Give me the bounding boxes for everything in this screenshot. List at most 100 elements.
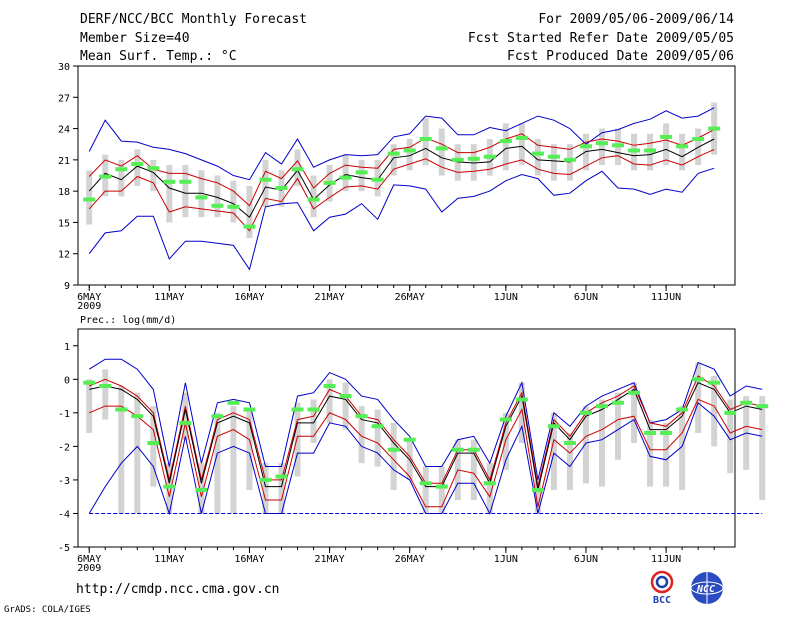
precip-x-tick-label: 6MAY (77, 554, 101, 565)
precip-y-tick-label: -4 (58, 509, 70, 520)
precip-ensemble-box (534, 479, 541, 514)
temperature-y-tick-label: 15 (58, 218, 70, 229)
precip-observed-marker (195, 487, 208, 492)
precip-ensemble-box (182, 392, 189, 440)
precip-x-tick-label: 26MAY (395, 554, 425, 565)
temperature-observed-marker (163, 179, 176, 184)
temperature-observed-marker (483, 154, 496, 159)
precip-ensemble-box (663, 422, 670, 487)
precip-observed-marker (291, 407, 304, 412)
produced-date: Fcst Produced Date 2009/05/06 (507, 49, 734, 64)
temperature-ensemble-box (454, 144, 461, 181)
temperature-ensemble-box (502, 123, 509, 171)
temperature-observed-marker (531, 151, 544, 156)
temperature-ensemble-box (438, 128, 445, 176)
precip-ensemble-box (150, 406, 157, 487)
precip-y-tick-label: 1 (64, 342, 70, 353)
temperature-observed-marker (676, 144, 689, 149)
precip-observed-marker (740, 400, 753, 405)
precip-ensemble-box (518, 382, 525, 444)
temperature-x-tick-label: 6MAY (77, 292, 101, 303)
precip-ensemble-box (727, 399, 734, 474)
forecast-period: For 2009/05/06-2009/06/14 (538, 12, 734, 27)
temperature-ensemble-box (310, 175, 317, 218)
temperature-ensemble-box (598, 128, 605, 166)
precip-ensemble-box (647, 419, 654, 487)
precip-ensemble-box (86, 379, 93, 433)
precip-y-tick-label: -5 (58, 543, 70, 554)
precip-ensemble-box (582, 406, 589, 484)
temperature-observed-marker (467, 156, 480, 161)
precip-ensemble-box (134, 392, 141, 514)
source-url[interactable]: http://cmdp.ncc.cma.gov.cn (76, 582, 280, 597)
precip-ensemble-box (566, 432, 573, 490)
precip-ensemble-box (438, 466, 445, 514)
temperature-frame (77, 65, 736, 286)
temperature-x-tick-label: 11MAY (154, 292, 184, 303)
precip-year-label: 2009 (77, 563, 101, 574)
temperature-ensemble-box (214, 175, 221, 218)
precip-observed-marker (563, 441, 576, 446)
temperature-ensemble-box (534, 139, 541, 176)
temperature-observed-marker (515, 135, 528, 140)
precip-ensemble-box (246, 409, 253, 490)
temperature-observed-marker (275, 186, 288, 191)
temperature-observed-marker (291, 167, 304, 172)
precip-observed-marker (435, 484, 448, 489)
temperature-observed-marker (451, 157, 464, 162)
temperature-observed-marker (419, 137, 432, 141)
precip-ensemble-box (278, 463, 285, 514)
precip-x-tick-label: 6JUN (574, 554, 598, 565)
temperature-x-tick-label: 21MAY (315, 292, 345, 303)
precip-series-mean (89, 382, 763, 491)
temperature-series-min (88, 167, 715, 271)
agency-logos: BCC NCC (650, 570, 724, 606)
precip-ensemble-box (486, 463, 493, 514)
precip-panel-title: Prec.: log(mm/d) (80, 315, 176, 326)
precip-ensemble-box (342, 382, 349, 430)
member-size: Member Size=40 (80, 31, 190, 46)
precip-observed-marker (227, 400, 240, 405)
temperature-x-tick-label: 1JUN (494, 292, 518, 303)
temperature-observed-marker (307, 197, 320, 202)
precip-ensemble-box (759, 396, 766, 501)
temperature-ensemble-box (262, 159, 269, 207)
temperature-observed-marker (371, 177, 384, 182)
temperature-observed-marker (387, 151, 400, 156)
temperature-y-tick-label: 21 (58, 156, 70, 167)
precip-observed-marker (259, 477, 272, 482)
temperature-observed-marker (612, 143, 625, 148)
temperature-series-max (88, 107, 715, 181)
temperature-observed-marker (339, 175, 352, 180)
temperature-observed-marker (211, 203, 224, 208)
precip-observed-marker (628, 390, 641, 395)
precip-ensemble-box (102, 369, 109, 420)
precip-y-tick-label: -3 (58, 476, 70, 487)
temperature-ensemble-box (166, 165, 173, 223)
precip-observed-marker (595, 404, 608, 409)
precip-ensemble-box (470, 439, 477, 501)
precip-ensemble-box (214, 412, 221, 514)
precip-x-tick-label: 1JUN (494, 554, 518, 565)
bcc-logo: BCC (650, 570, 674, 606)
precip-observed-marker (147, 441, 160, 446)
temperature-ensemble-box (663, 123, 670, 166)
temperature-observed-marker (644, 148, 657, 153)
temperature-ensemble-box (198, 170, 205, 218)
precip-x-tick-label: 16MAY (234, 554, 264, 565)
temperature-observed-marker (579, 144, 592, 149)
precip-ensemble-box (326, 379, 333, 423)
temperature-observed-marker (115, 167, 128, 172)
temperature-observed-marker (563, 157, 576, 162)
precip-observed-marker (211, 414, 224, 419)
temperature-ensemble-box (342, 154, 349, 192)
temperature-x-tick-label: 6JUN (574, 292, 598, 303)
temperature-ensemble-box (182, 165, 189, 218)
precip-observed-marker (243, 407, 256, 412)
temperature-y-tick-label: 30 (58, 62, 70, 73)
precip-ensemble-box (422, 466, 429, 514)
precip-observed-marker (724, 410, 737, 415)
precip-observed-marker (467, 447, 480, 452)
precip-ensemble-box (711, 375, 718, 447)
temperature-y-tick-label: 24 (58, 125, 70, 136)
